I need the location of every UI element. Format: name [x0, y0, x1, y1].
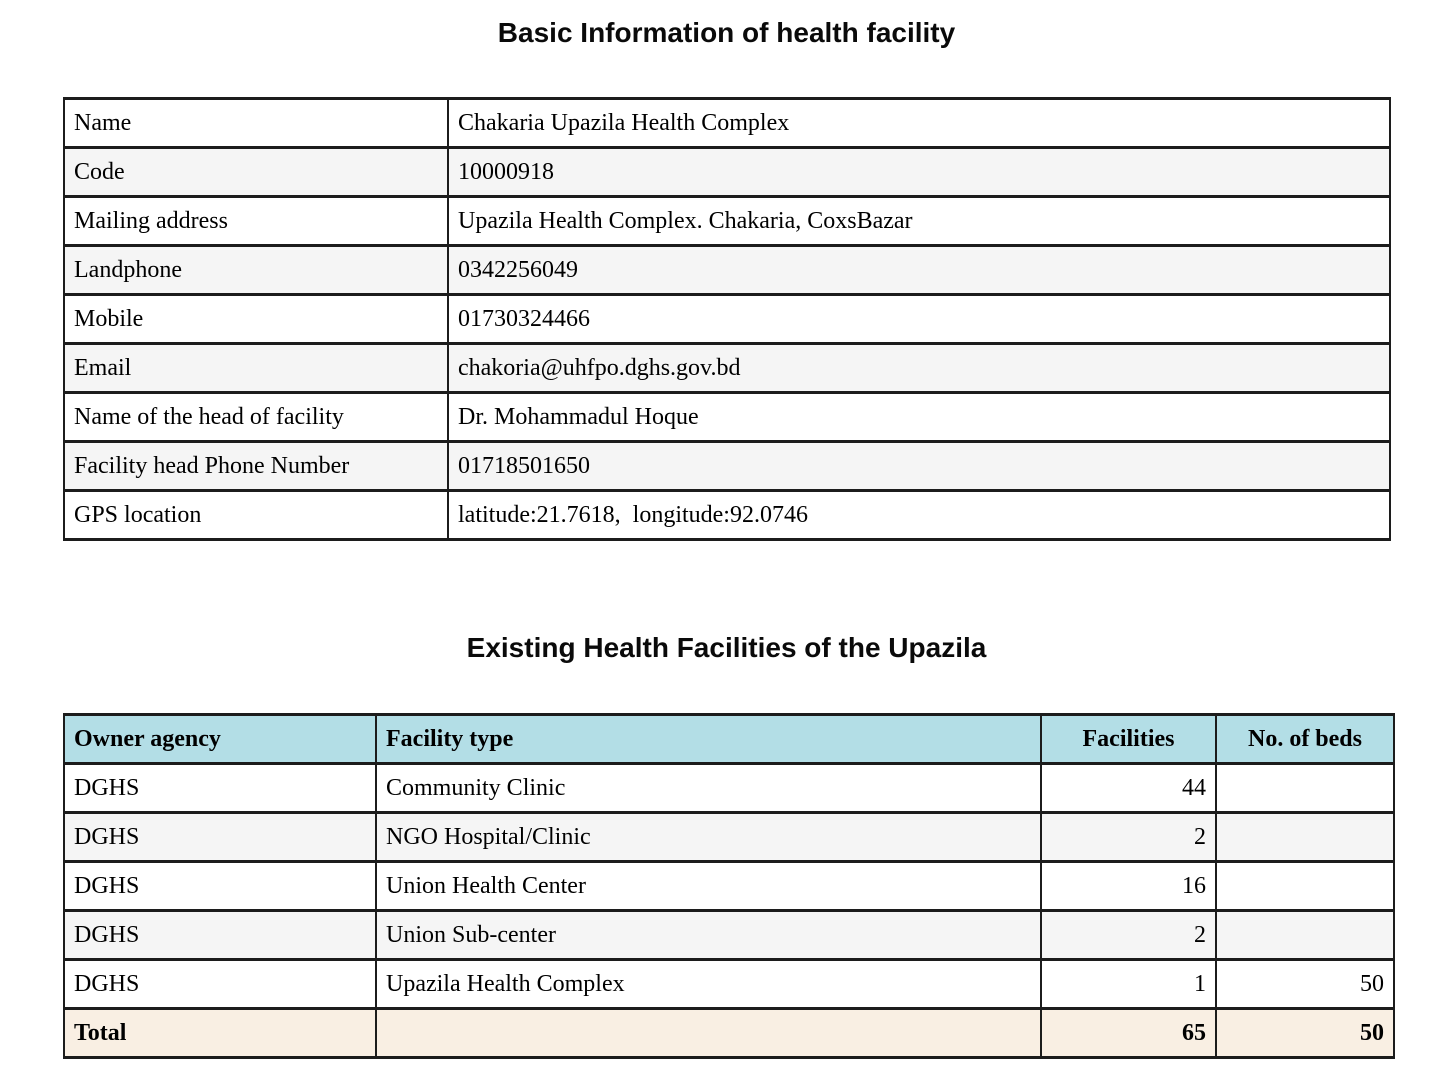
row-value: Dr. Mohammadul Hoque	[447, 391, 1391, 443]
row-value: 01730324466	[447, 293, 1391, 345]
cell-facility-type: Union Health Center	[375, 860, 1042, 912]
row-label: Facility head Phone Number	[63, 440, 449, 492]
header-facilities: Facilities	[1040, 713, 1217, 765]
cell-facility-type: Union Sub-center	[375, 909, 1042, 961]
cell-beds-count: 50	[1215, 958, 1395, 1010]
cell-facilities-count: 1	[1040, 958, 1217, 1010]
table-row: DGHS Union Sub-center 2	[63, 909, 1395, 961]
cell-beds-count	[1215, 762, 1395, 814]
cell-owner: DGHS	[63, 860, 377, 912]
row-value: chakoria@uhfpo.dghs.gov.bd	[447, 342, 1391, 394]
row-value: 0342256049	[447, 244, 1391, 296]
table-row: DGHS Upazila Health Complex 1 50	[63, 958, 1395, 1010]
existing-facilities-table: Owner agency Facility type Facilities No…	[63, 713, 1395, 1059]
basic-info-title: Basic Information of health facility	[497, 17, 956, 48]
cell-owner: DGHS	[63, 811, 377, 863]
table-row: Mobile 01730324466	[63, 293, 1391, 345]
cell-facility-type: NGO Hospital/Clinic	[375, 811, 1042, 863]
cell-beds-count	[1215, 860, 1395, 912]
cell-facilities-count: 16	[1040, 860, 1217, 912]
total-facilities-count: 65	[1040, 1007, 1217, 1059]
total-row: Total 65 50	[63, 1007, 1395, 1059]
cell-owner: DGHS	[63, 762, 377, 814]
cell-facilities-count: 2	[1040, 909, 1217, 961]
table-row: Name of the head of facility Dr. Mohamma…	[63, 391, 1391, 443]
table-row: Email chakoria@uhfpo.dghs.gov.bd	[63, 342, 1391, 394]
row-value: 01718501650	[447, 440, 1391, 492]
cell-beds-count	[1215, 811, 1395, 863]
cell-owner: DGHS	[63, 909, 377, 961]
row-label: Name	[63, 97, 449, 149]
cell-facilities-count: 2	[1040, 811, 1217, 863]
row-label: Code	[63, 146, 449, 198]
cell-facilities-count: 44	[1040, 762, 1217, 814]
header-facility-type: Facility type	[375, 713, 1042, 765]
table-row: GPS location latitude:21.7618, longitude…	[63, 489, 1391, 541]
total-type-cell	[375, 1007, 1042, 1059]
header-no-of-beds: No. of beds	[1215, 713, 1395, 765]
table-row: Landphone 0342256049	[63, 244, 1391, 296]
table-row: Facility head Phone Number 01718501650	[63, 440, 1391, 492]
table-row: Mailing address Upazila Health Complex. …	[63, 195, 1391, 247]
total-beds-count: 50	[1215, 1007, 1395, 1059]
existing-facilities-title: Existing Health Facilities of the Upazil…	[466, 632, 987, 663]
cell-facility-type: Community Clinic	[375, 762, 1042, 814]
row-label: Landphone	[63, 244, 449, 296]
table-row: Name Chakaria Upazila Health Complex	[63, 97, 1391, 149]
table-row: DGHS Community Clinic 44	[63, 762, 1395, 814]
row-value: 10000918	[447, 146, 1391, 198]
total-label: Total	[63, 1007, 377, 1059]
row-value: Chakaria Upazila Health Complex	[447, 97, 1391, 149]
basic-info-table: Name Chakaria Upazila Health Complex Cod…	[63, 97, 1391, 541]
table-header-row: Owner agency Facility type Facilities No…	[63, 713, 1395, 765]
row-value: latitude:21.7618, longitude:92.0746	[447, 489, 1391, 541]
cell-facility-type: Upazila Health Complex	[375, 958, 1042, 1010]
header-owner-agency: Owner agency	[63, 713, 377, 765]
table-row: DGHS NGO Hospital/Clinic 2	[63, 811, 1395, 863]
row-value: Upazila Health Complex. Chakaria, CoxsBa…	[447, 195, 1391, 247]
cell-owner: DGHS	[63, 958, 377, 1010]
row-label: Mailing address	[63, 195, 449, 247]
row-label: GPS location	[63, 489, 449, 541]
table-row: DGHS Union Health Center 16	[63, 860, 1395, 912]
table-row: Code 10000918	[63, 146, 1391, 198]
row-label: Name of the head of facility	[63, 391, 449, 443]
row-label: Mobile	[63, 293, 449, 345]
cell-beds-count	[1215, 909, 1395, 961]
row-label: Email	[63, 342, 449, 394]
